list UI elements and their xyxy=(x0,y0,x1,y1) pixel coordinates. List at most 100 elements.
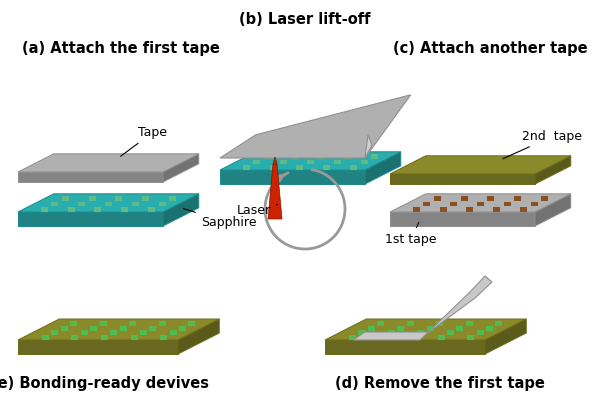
FancyBboxPatch shape xyxy=(496,321,502,326)
FancyBboxPatch shape xyxy=(120,326,127,330)
FancyBboxPatch shape xyxy=(349,335,356,340)
Polygon shape xyxy=(390,156,571,174)
Polygon shape xyxy=(18,340,178,354)
FancyBboxPatch shape xyxy=(159,321,166,326)
FancyBboxPatch shape xyxy=(149,326,156,330)
FancyBboxPatch shape xyxy=(418,330,424,335)
FancyBboxPatch shape xyxy=(129,321,136,326)
FancyBboxPatch shape xyxy=(41,207,47,212)
FancyBboxPatch shape xyxy=(161,335,167,340)
Polygon shape xyxy=(365,152,401,184)
FancyBboxPatch shape xyxy=(447,330,454,335)
FancyBboxPatch shape xyxy=(290,154,298,159)
FancyBboxPatch shape xyxy=(440,207,446,212)
FancyBboxPatch shape xyxy=(116,196,122,201)
Polygon shape xyxy=(178,319,220,354)
FancyBboxPatch shape xyxy=(504,202,510,206)
FancyBboxPatch shape xyxy=(170,330,177,335)
FancyBboxPatch shape xyxy=(269,165,277,170)
FancyBboxPatch shape xyxy=(142,196,149,201)
FancyBboxPatch shape xyxy=(423,202,430,206)
Text: (e) Bonding-ready devives: (e) Bonding-ready devives xyxy=(0,376,209,391)
Polygon shape xyxy=(220,170,365,184)
Text: (a) Attach the first tape: (a) Attach the first tape xyxy=(22,42,220,57)
FancyBboxPatch shape xyxy=(344,154,351,159)
FancyBboxPatch shape xyxy=(179,326,186,330)
Text: Tape: Tape xyxy=(121,126,167,156)
FancyBboxPatch shape xyxy=(188,321,196,326)
FancyBboxPatch shape xyxy=(81,330,88,335)
FancyBboxPatch shape xyxy=(358,330,365,335)
Polygon shape xyxy=(365,135,372,158)
FancyBboxPatch shape xyxy=(461,196,467,201)
FancyBboxPatch shape xyxy=(466,207,474,212)
FancyBboxPatch shape xyxy=(131,335,138,340)
Polygon shape xyxy=(390,174,535,184)
Polygon shape xyxy=(325,340,485,354)
Polygon shape xyxy=(390,194,571,212)
FancyBboxPatch shape xyxy=(413,207,419,212)
FancyBboxPatch shape xyxy=(60,326,68,330)
Polygon shape xyxy=(18,194,199,212)
Polygon shape xyxy=(535,156,571,184)
FancyBboxPatch shape xyxy=(466,321,473,326)
FancyBboxPatch shape xyxy=(350,165,357,170)
FancyBboxPatch shape xyxy=(408,335,415,340)
FancyBboxPatch shape xyxy=(100,321,106,326)
FancyBboxPatch shape xyxy=(148,207,155,212)
FancyBboxPatch shape xyxy=(388,330,395,335)
FancyBboxPatch shape xyxy=(169,196,176,201)
FancyBboxPatch shape xyxy=(121,207,128,212)
Polygon shape xyxy=(18,154,199,172)
FancyBboxPatch shape xyxy=(159,202,165,206)
FancyBboxPatch shape xyxy=(438,335,445,340)
Text: (d) Remove the first tape: (d) Remove the first tape xyxy=(335,376,545,391)
FancyBboxPatch shape xyxy=(51,330,58,335)
FancyBboxPatch shape xyxy=(360,160,368,164)
Polygon shape xyxy=(163,154,199,182)
FancyBboxPatch shape xyxy=(377,321,384,326)
Polygon shape xyxy=(220,95,411,158)
FancyBboxPatch shape xyxy=(89,196,95,201)
FancyBboxPatch shape xyxy=(334,160,341,164)
FancyBboxPatch shape xyxy=(477,202,484,206)
FancyBboxPatch shape xyxy=(378,335,386,340)
FancyBboxPatch shape xyxy=(368,326,375,330)
FancyBboxPatch shape xyxy=(427,326,434,330)
FancyBboxPatch shape xyxy=(307,160,314,164)
Text: 2nd  tape: 2nd tape xyxy=(503,130,582,159)
FancyBboxPatch shape xyxy=(450,202,457,206)
FancyBboxPatch shape xyxy=(520,207,527,212)
FancyBboxPatch shape xyxy=(71,335,79,340)
FancyBboxPatch shape xyxy=(51,202,58,206)
FancyBboxPatch shape xyxy=(317,154,324,159)
FancyBboxPatch shape xyxy=(541,196,548,201)
Polygon shape xyxy=(485,319,526,354)
FancyBboxPatch shape xyxy=(253,160,260,164)
Text: (c) Attach another tape: (c) Attach another tape xyxy=(393,42,587,57)
Polygon shape xyxy=(18,172,163,182)
Polygon shape xyxy=(220,152,401,170)
FancyBboxPatch shape xyxy=(434,196,441,201)
Polygon shape xyxy=(273,157,277,164)
FancyBboxPatch shape xyxy=(296,165,303,170)
FancyBboxPatch shape xyxy=(68,207,74,212)
FancyBboxPatch shape xyxy=(94,207,101,212)
FancyBboxPatch shape xyxy=(531,202,538,206)
FancyBboxPatch shape xyxy=(488,196,494,201)
FancyBboxPatch shape xyxy=(467,335,474,340)
FancyBboxPatch shape xyxy=(132,202,139,206)
FancyBboxPatch shape xyxy=(42,335,49,340)
FancyBboxPatch shape xyxy=(407,321,413,326)
Text: Sapphire: Sapphire xyxy=(183,209,256,229)
Polygon shape xyxy=(390,212,535,226)
FancyBboxPatch shape xyxy=(436,321,443,326)
FancyBboxPatch shape xyxy=(371,154,378,159)
Text: 1st tape: 1st tape xyxy=(385,223,437,246)
FancyBboxPatch shape xyxy=(105,202,112,206)
Polygon shape xyxy=(268,164,282,219)
FancyBboxPatch shape xyxy=(70,321,77,326)
FancyBboxPatch shape xyxy=(397,326,404,330)
Polygon shape xyxy=(18,319,220,340)
Polygon shape xyxy=(353,276,492,340)
